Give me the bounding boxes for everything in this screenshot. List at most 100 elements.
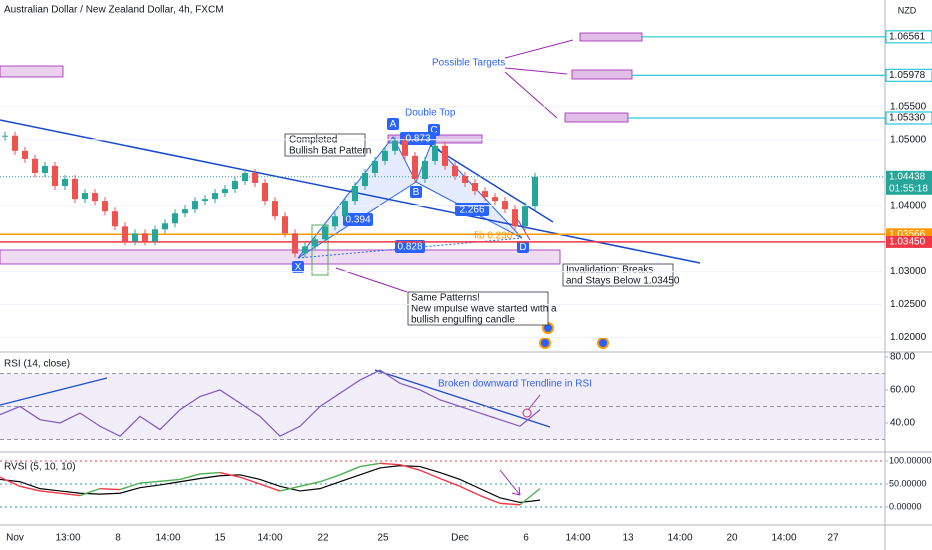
- x-tick-label: 20: [726, 533, 738, 544]
- fib-label: fib 0.236: [474, 231, 513, 242]
- candle: [452, 165, 458, 176]
- rvsi-segment: [499, 502, 521, 506]
- rvsi-segment: [319, 474, 341, 483]
- point-box: [410, 186, 422, 198]
- point-box: [387, 118, 399, 130]
- rvsi-segment: [59, 492, 81, 497]
- annotation: Possible Targets: [432, 58, 505, 69]
- x-tick-label: 15: [214, 533, 226, 544]
- rvsi-segment: [299, 481, 321, 488]
- rvsi-segment: [179, 473, 201, 481]
- rvsi-segment: [459, 485, 481, 497]
- candle: [352, 186, 358, 202]
- candle: [532, 176, 538, 207]
- x-tick-label: 22: [317, 533, 329, 544]
- candle: [142, 233, 148, 242]
- candle: [242, 172, 248, 182]
- annotation: Broken downward Trendline in RSI: [438, 379, 592, 390]
- price-box: [886, 170, 932, 195]
- countdown: 01:55:18: [889, 183, 928, 194]
- price-box: [885, 111, 932, 125]
- point-label: A: [390, 119, 397, 130]
- rvsi-segment: [439, 477, 461, 487]
- rvsi-segment: [259, 483, 281, 492]
- rvsi-segment: [339, 465, 361, 476]
- y-tick-label: 1.04000: [890, 200, 927, 211]
- ratio-box: [343, 213, 373, 226]
- candle: [422, 160, 428, 179]
- x-tick-label: Dec: [451, 533, 469, 544]
- highlight-box: [311, 224, 329, 276]
- price-label: 1.05978: [889, 70, 926, 81]
- price-box: [885, 30, 932, 44]
- point-label: X: [295, 262, 302, 273]
- candle: [172, 213, 178, 224]
- candle: [212, 193, 218, 200]
- chart-title: Australian Dollar / New Zealand Dollar, …: [4, 5, 224, 16]
- candle: [122, 226, 128, 242]
- target-box: [564, 112, 629, 123]
- candle: [162, 223, 168, 230]
- y-tick-label: 40.00: [890, 418, 915, 429]
- y-tick-label: 0.00000: [889, 501, 922, 511]
- event-icon: [539, 337, 551, 349]
- candle: [272, 201, 278, 217]
- y-tick-label: 60.00: [890, 385, 915, 396]
- point-labels: X A B C D 0.873 0.394 2.266 0.828 fib 0.…: [292, 118, 529, 273]
- candle: [432, 145, 438, 161]
- x-tick-label: 8: [115, 533, 121, 544]
- candle: [42, 165, 48, 173]
- candle: [472, 182, 478, 192]
- price-label: 1.04438: [889, 171, 926, 182]
- candle: [62, 178, 68, 187]
- price-label: 1.05330: [889, 113, 926, 124]
- rvsi-segment: [359, 462, 381, 468]
- candle: [302, 246, 308, 254]
- x-tick-label: 14:00: [667, 533, 692, 544]
- y-tick-label: 1.05000: [890, 134, 927, 145]
- ratio: 2.266: [459, 205, 484, 216]
- candle: [232, 181, 238, 190]
- y-tick-label: 1.02000: [890, 332, 927, 343]
- y-tick-label: 1.03000: [890, 266, 927, 277]
- candle: [492, 197, 498, 202]
- candle: [312, 239, 318, 247]
- candle: [292, 233, 298, 254]
- candle: [262, 182, 268, 202]
- annotation: New impulse wave started with a: [411, 304, 557, 315]
- arrows: [335, 39, 574, 496]
- x-tick-label: 14:00: [257, 533, 282, 544]
- candle: [382, 150, 388, 161]
- candle: [412, 155, 418, 179]
- annotation: Double Top: [405, 108, 456, 119]
- x-tick-label: 14:00: [565, 533, 590, 544]
- candle: [482, 191, 488, 198]
- candle: [222, 189, 228, 194]
- trendline: [429, 144, 554, 223]
- rvsi-segment: [99, 487, 121, 491]
- x-tick-label: 6: [523, 533, 529, 544]
- rsi-trendline: [0, 377, 108, 406]
- y-tick-label: 100.00000: [889, 455, 932, 465]
- candle: [372, 160, 378, 173]
- ratio-box: [395, 240, 425, 253]
- target-box: [579, 32, 643, 42]
- candle: [202, 199, 208, 202]
- candle: [32, 158, 38, 173]
- x-tick-label: 25: [377, 533, 389, 544]
- x-tick-label: 14:00: [155, 533, 180, 544]
- candle: [282, 216, 288, 234]
- y-tick-label: 50.00000: [889, 478, 927, 488]
- ratio: 0.873: [405, 134, 430, 145]
- candle: [462, 176, 468, 183]
- rvsi-segment: [159, 478, 181, 482]
- rvsi-segment: [139, 480, 161, 484]
- rvsi-segment: [239, 476, 261, 485]
- pane-title: RSI (14, close): [4, 359, 70, 370]
- target-box: [571, 69, 633, 80]
- x-tick-label: 13:00: [55, 533, 80, 544]
- zone: [0, 65, 64, 78]
- zone: [0, 249, 561, 265]
- annotation: and Stays Below 1.03450: [566, 276, 680, 287]
